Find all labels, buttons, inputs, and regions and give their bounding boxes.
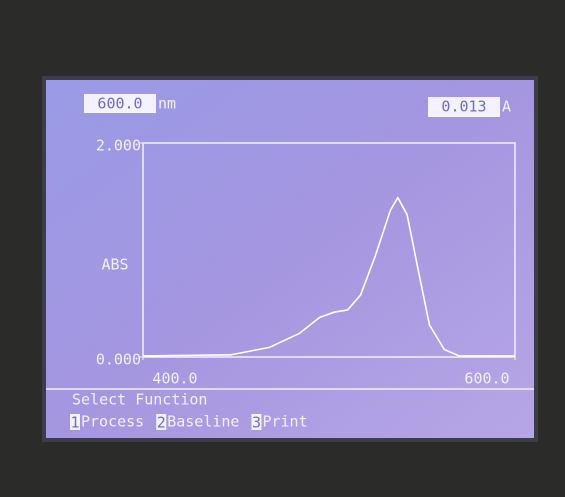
wavelength-unit: nm (158, 95, 176, 113)
menu-item[interactable]: Process (81, 413, 144, 431)
absorbance: 0.013 (441, 98, 486, 116)
menu-key-box (70, 414, 80, 430)
absorbance-unit: A (502, 98, 511, 116)
menu-key: 2 (157, 414, 166, 432)
menu-title: Select Function (72, 391, 207, 409)
menu-key-box (251, 414, 262, 430)
menu-item[interactable]: Baseline (167, 413, 239, 431)
menu-key: 1 (70, 414, 79, 432)
menu-key-box (156, 414, 167, 430)
x-tick-label: 400.0 (152, 370, 197, 388)
plot-frame (142, 142, 516, 358)
x-tick-label: 600.0 (464, 370, 509, 388)
spectrum-line (142, 196, 515, 357)
y-axis-label: ABS (101, 256, 128, 274)
y-tick-label: 2.000 (96, 137, 141, 155)
y-tick-label: 0.000 (96, 351, 141, 369)
screen (46, 80, 534, 438)
menu-item[interactable]: Print (262, 413, 307, 431)
wavelength: 600.0 (97, 95, 142, 113)
absorbance-box (428, 97, 500, 117)
menu-key: 3 (252, 414, 261, 432)
menu-items: 1 Process 2 Baseline 3 Print (70, 413, 308, 432)
wavelength-box (84, 94, 156, 113)
